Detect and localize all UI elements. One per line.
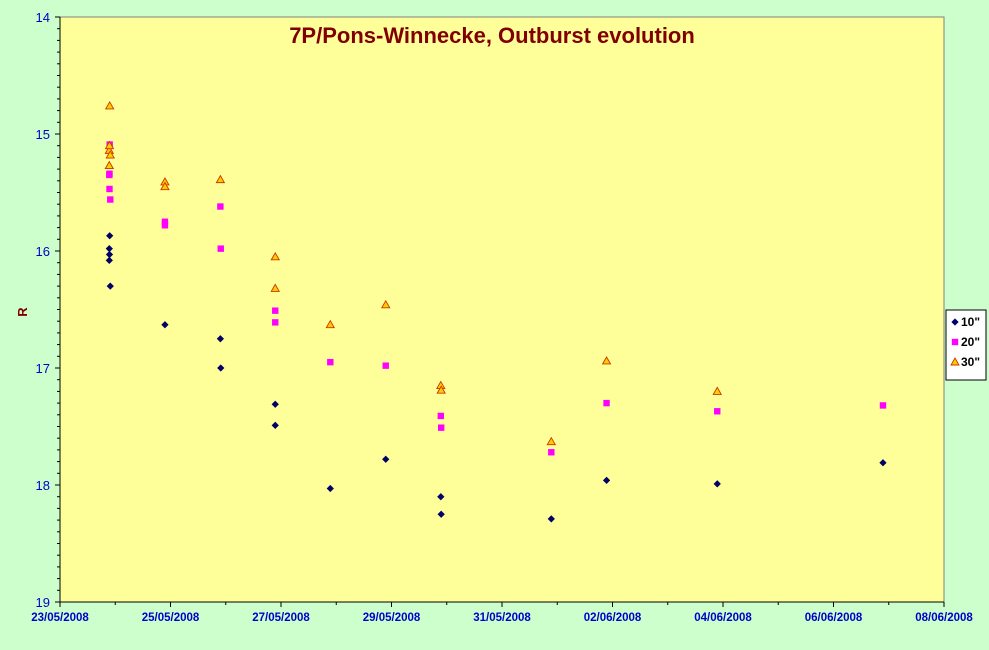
x-tick-label: 25/05/2008	[142, 612, 200, 624]
data-point	[382, 362, 389, 369]
data-point	[879, 459, 887, 467]
legend-label: 30"	[961, 355, 980, 369]
axes: 14 15 16 17 18 19 23/05/2008 25/05/2008 27/05/20…	[31, 10, 973, 624]
data-point	[106, 185, 113, 193]
y-tick-label: 14	[36, 10, 50, 25]
data-point	[161, 222, 169, 229]
data-point	[217, 245, 224, 252]
data-point	[161, 321, 169, 329]
series-0	[105, 232, 887, 523]
data-point	[217, 364, 225, 372]
data-point	[106, 170, 113, 177]
legend-marker	[951, 318, 959, 326]
y-tick-label: 15	[36, 127, 50, 142]
data-point	[104, 140, 115, 150]
data-point	[105, 256, 113, 264]
data-point	[271, 400, 279, 408]
data-point	[382, 455, 390, 463]
data-point	[270, 283, 281, 292]
data-point	[601, 356, 612, 365]
data-points	[104, 101, 887, 523]
data-point	[105, 150, 116, 159]
data-point	[437, 493, 445, 501]
data-point	[437, 412, 445, 420]
data-point	[548, 449, 555, 456]
data-point	[107, 196, 114, 203]
data-point	[105, 250, 114, 259]
data-point	[104, 160, 115, 170]
y-tick-label: 16	[36, 244, 50, 259]
data-point	[106, 232, 114, 240]
legend-marker	[950, 357, 960, 366]
data-point	[216, 335, 225, 343]
data-point	[436, 385, 446, 394]
data-point	[270, 251, 281, 261]
data-point	[546, 436, 557, 446]
data-point	[272, 307, 279, 314]
data-point	[161, 218, 169, 225]
data-point	[215, 174, 226, 184]
x-tick-label: 27/05/2008	[252, 612, 310, 624]
data-point	[602, 476, 611, 484]
y-tick-label: 19	[36, 595, 50, 610]
data-point	[217, 203, 224, 210]
series-2	[104, 101, 723, 446]
data-point	[326, 484, 334, 493]
x-tick-label: 08/06/2008	[915, 612, 973, 624]
data-point	[327, 358, 334, 366]
legend-label: 20"	[961, 335, 980, 349]
legend: 10" 20" 30"	[945, 309, 987, 381]
x-tick-label: 02/06/2008	[584, 612, 642, 624]
data-point	[380, 299, 391, 309]
y-axis-label: R	[15, 307, 30, 317]
legend-marker	[951, 338, 959, 346]
legend-label: 10"	[961, 315, 980, 329]
x-tick-label: 29/05/2008	[363, 612, 421, 624]
data-point	[272, 319, 279, 326]
data-point	[160, 181, 170, 191]
data-point	[437, 424, 445, 431]
data-point	[713, 480, 721, 488]
series-1	[106, 141, 887, 456]
data-point	[712, 386, 723, 395]
data-point	[437, 510, 445, 518]
data-point	[106, 282, 114, 290]
x-tick-label: 04/06/2008	[694, 612, 752, 624]
y-tick-label: 17	[36, 361, 50, 376]
plot-area	[59, 16, 945, 603]
data-point	[104, 101, 115, 110]
data-point	[271, 421, 279, 429]
x-tick-label: 06/06/2008	[805, 612, 863, 624]
x-tick-label: 31/05/2008	[473, 612, 531, 624]
data-point	[325, 319, 336, 329]
chart-title: 7P/Pons-Winnecke, Outburst evolution	[289, 23, 695, 48]
data-point	[603, 399, 610, 407]
data-point	[547, 515, 555, 523]
y-tick-label: 18	[36, 478, 50, 493]
data-point	[714, 408, 721, 415]
data-point	[879, 402, 887, 409]
x-tick-label: 23/05/2008	[31, 612, 89, 624]
